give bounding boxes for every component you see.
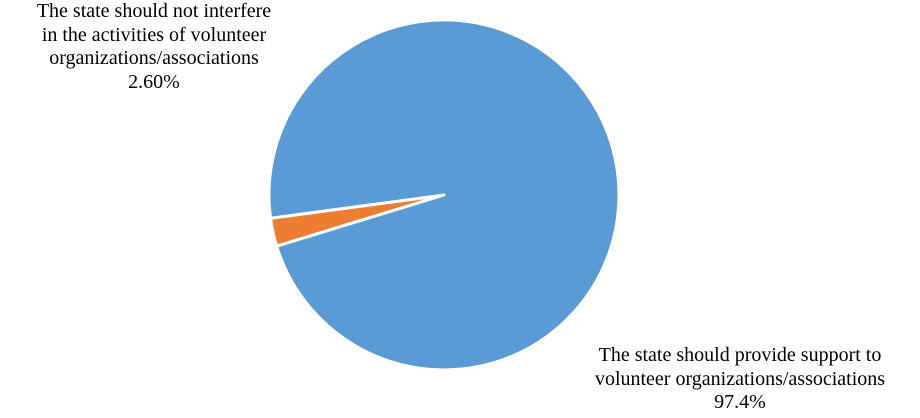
slice-value-support: 97.4% <box>714 391 766 413</box>
slice-label-interfere-line-2: in the activities of volunteer <box>41 23 267 46</box>
slice-label-interfere: The state should not interfere in the ac… <box>0 0 308 94</box>
slice-label-interfere-line-1: The state should not interfere <box>36 0 272 22</box>
slice-label-interfere-line-3: organizations/associations <box>49 47 259 69</box>
slice-label-support-line-2: volunteer organizations/associations <box>594 367 886 390</box>
slice-label-support: The state should provide support to volu… <box>560 344 920 415</box>
pie-slice-support <box>267 18 621 372</box>
slice-value-interfere: 2.60% <box>128 70 180 93</box>
slice-label-support-line-1: The state should provide support to <box>598 344 882 366</box>
